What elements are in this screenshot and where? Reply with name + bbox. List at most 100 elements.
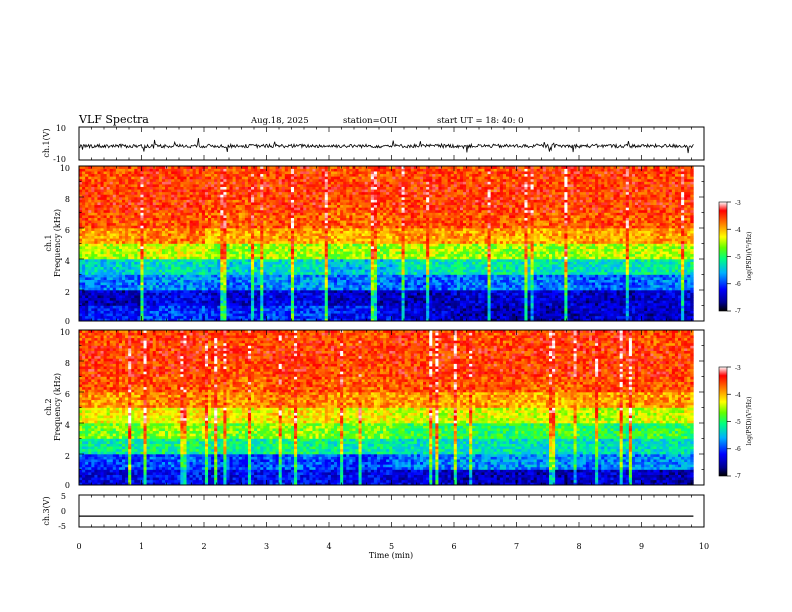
spectrogram-cell <box>316 282 319 285</box>
spectrogram-cell <box>331 267 334 270</box>
spectrogram-cell <box>242 269 245 272</box>
spectrogram-cell <box>561 298 564 301</box>
spectrogram-cell <box>589 295 592 298</box>
spectrogram-cell <box>448 298 451 301</box>
spectrogram-cell <box>540 272 543 275</box>
spectrogram-cell <box>122 259 125 262</box>
spectrogram-cell <box>595 267 598 270</box>
spectrogram-cell <box>463 285 466 288</box>
spectrogram-cell <box>435 308 438 311</box>
spectrogram-cell <box>503 311 506 314</box>
spectrogram-cell <box>230 287 233 290</box>
spectrogram-cell <box>423 259 426 262</box>
spectrogram-cell <box>445 267 448 270</box>
spectrogram-cell <box>684 285 687 288</box>
spectrogram-cell <box>589 290 592 293</box>
spectrogram-cell <box>251 311 254 314</box>
spectrogram-cell <box>187 300 190 303</box>
spectrogram-cell <box>297 272 300 275</box>
spectrogram-cell <box>402 311 405 314</box>
spectrogram-cell <box>620 313 623 316</box>
spectrogram-cell <box>555 313 558 316</box>
spectrogram-cell <box>297 262 300 265</box>
spectrogram-cell <box>266 267 269 270</box>
spectrogram-cell <box>316 316 319 319</box>
spectrogram-cell <box>586 262 589 265</box>
spectrogram-cell <box>506 290 509 293</box>
spectrogram-cell <box>574 262 577 265</box>
spectrogram-cell <box>632 280 635 283</box>
spectrogram-cell <box>165 259 168 262</box>
spectrogram-cell <box>365 259 368 262</box>
spectrogram-cell <box>426 282 429 285</box>
spectrogram-cell <box>377 282 380 285</box>
spectrogram-cell <box>527 282 530 285</box>
spectrogram-cell <box>349 290 352 293</box>
spectrogram-cell <box>466 262 469 265</box>
spectrogram-cell <box>220 259 223 262</box>
spectrogram-cell <box>300 287 303 290</box>
spectrogram-cell <box>518 282 521 285</box>
spectrogram-cell <box>411 277 414 280</box>
spectrogram-cell <box>448 287 451 290</box>
spectrogram-cell <box>647 298 650 301</box>
spectrogram-cell <box>220 285 223 288</box>
spectrogram-cell <box>549 280 552 283</box>
spectrogram-cell <box>269 295 272 298</box>
spectrogram-cell <box>316 308 319 311</box>
spectrogram-cell <box>571 311 574 314</box>
spectrogram-cell <box>374 256 377 259</box>
spectrogram-cell <box>202 316 205 319</box>
spectrogram-cell <box>137 306 140 309</box>
spectrogram-cell <box>574 269 577 272</box>
spectrogram-cell <box>94 298 97 301</box>
spectrogram-cell <box>681 293 684 296</box>
spectrogram-cell <box>429 287 432 290</box>
spectrogram-cell <box>463 287 466 290</box>
spectrogram-cell <box>521 272 524 275</box>
spectrogram-cell <box>187 308 190 311</box>
spectrogram-cell <box>589 316 592 319</box>
spectrogram-cell <box>245 262 248 265</box>
spectrogram-cell <box>211 287 214 290</box>
spectrogram-cell <box>595 282 598 285</box>
spectrogram-cell <box>460 269 463 272</box>
spectrogram-cell <box>589 313 592 316</box>
spectrogram-cell <box>663 282 666 285</box>
spectrogram-cell <box>91 300 94 303</box>
spectrogram-cell <box>355 287 358 290</box>
spectrogram-cell <box>82 298 85 301</box>
spectrogram-cell <box>558 313 561 316</box>
figure-title: VLF Spectra <box>78 113 149 126</box>
spectrogram-cell <box>598 285 601 288</box>
spectrogram-cell <box>316 295 319 298</box>
spectrogram-cell <box>279 311 282 314</box>
spectrogram-cell <box>574 300 577 303</box>
spectrogram-cell <box>460 290 463 293</box>
spectrogram-cell <box>414 275 417 278</box>
spectrogram-cell <box>675 285 678 288</box>
spectrogram-cell <box>426 285 429 288</box>
spectrogram-cell <box>641 256 644 259</box>
spectrogram-cell <box>540 256 543 259</box>
spectrogram-cell <box>297 287 300 290</box>
spectrogram-cell <box>285 311 288 314</box>
spectrogram-cell <box>113 272 116 275</box>
spectrogram-cell <box>638 280 641 283</box>
spectrogram-cell <box>168 306 171 309</box>
spectrogram-cell <box>174 267 177 270</box>
spectrogram-cell <box>681 316 684 319</box>
spectrogram-cell <box>306 277 309 280</box>
spectrogram-cell <box>263 277 266 280</box>
spectrogram-cell <box>137 300 140 303</box>
spectrogram-cell <box>85 267 88 270</box>
spectrogram-cell <box>236 303 239 306</box>
spectrogram-cell <box>386 272 389 275</box>
spectrogram-cell <box>445 264 448 267</box>
spectrogram-cell <box>306 285 309 288</box>
spectrogram-cell <box>537 272 540 275</box>
spectrogram-cell <box>617 272 620 275</box>
spectrogram-cell <box>85 306 88 309</box>
spectrogram-cell <box>515 285 518 288</box>
spectrogram-cell <box>408 262 411 265</box>
